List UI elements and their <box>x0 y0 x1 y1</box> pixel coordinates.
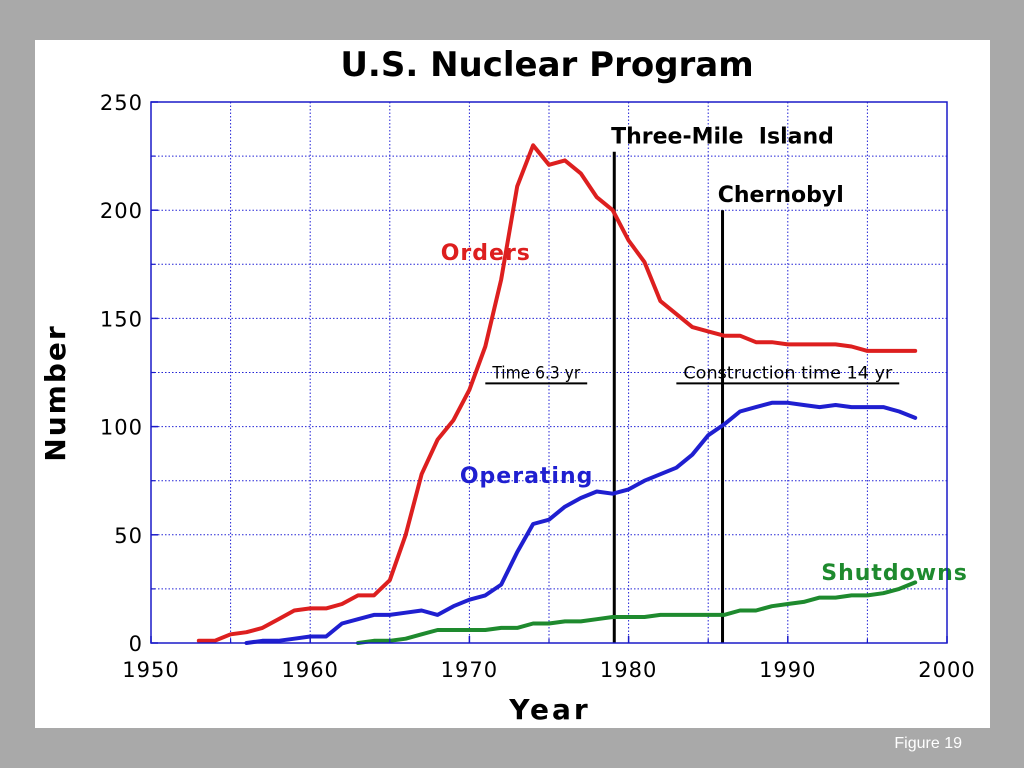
y-tick-label: 200 <box>100 199 143 223</box>
axes: 1950 1960 1970 1980 1990 2000 0 50 100 150 200 250 <box>100 91 975 682</box>
y-tick-label: 250 <box>100 91 143 115</box>
chart-title: U.S. Nuclear Program <box>340 45 753 85</box>
y-tick-label: 50 <box>114 524 143 548</box>
x-tick-label: 1970 <box>441 658 498 682</box>
event-label: Three-Mile Island <box>611 124 834 149</box>
x-tick-label: 1960 <box>281 658 338 682</box>
series-lines <box>196 143 918 645</box>
series-label-operating: Operating <box>460 464 594 489</box>
grid <box>151 102 947 643</box>
slide: U.S. Nuclear Program Three-Mile Island Ch… <box>35 40 990 728</box>
series-labels: Orders Operating Shutdowns <box>441 241 968 586</box>
figure-label: Figure 19 <box>894 735 962 752</box>
series-label-orders: Orders <box>441 241 531 266</box>
event-label: Chernobyl <box>718 183 844 208</box>
series-line-operating <box>244 400 918 645</box>
y-tick-label: 150 <box>100 307 143 331</box>
series-line-shutdowns <box>356 580 918 645</box>
annotation-label: Construction time 14 yr <box>683 363 892 383</box>
y-axis-label: Number <box>39 324 72 461</box>
x-tick-label: 1950 <box>122 658 179 682</box>
annotations: Time 6.3 yr Construction time 14 yr <box>485 363 900 385</box>
x-axis-label: Year <box>508 693 590 726</box>
chart: U.S. Nuclear Program Three-Mile Island Ch… <box>39 45 975 726</box>
x-tick-label: 2000 <box>918 658 975 682</box>
y-tick-label: 0 <box>129 632 143 656</box>
y-tick-label: 100 <box>100 416 143 440</box>
x-tick-label: 1980 <box>600 658 657 682</box>
series-line-orders <box>196 143 918 643</box>
event-markers: Three-Mile Island Chernobyl <box>611 124 844 643</box>
series-label-shutdowns: Shutdowns <box>821 561 968 586</box>
annotation-label: Time 6.3 yr <box>491 363 580 383</box>
x-tick-label: 1990 <box>759 658 816 682</box>
